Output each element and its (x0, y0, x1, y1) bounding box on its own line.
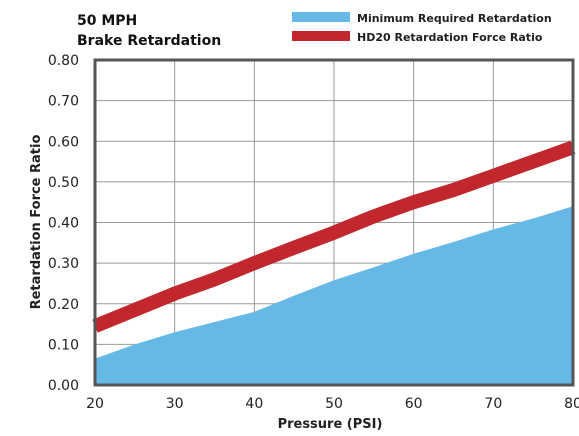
x-tick-label-6: 80 (564, 396, 579, 412)
legend-label-hd20: HD20 Retardation Force Ratio (357, 31, 543, 44)
y-tick-labels: 0.00 0.10 0.20 0.30 0.40 0.50 0.60 0.70 0.80 (48, 53, 79, 394)
legend-label-minimum: Minimum Required Retardation (357, 12, 552, 25)
y-axis-label: Retardation Force Ratio (29, 135, 44, 310)
x-tick-label-3: 50 (325, 396, 343, 412)
y-tick-label-5: 0.50 (48, 175, 79, 191)
chart-title-line-1: 50 MPH (77, 13, 137, 29)
series-hd20-line (92, 140, 576, 333)
series-line-group (92, 140, 576, 333)
x-tick-label-4: 60 (405, 396, 423, 412)
y-tick-label-3: 0.30 (48, 256, 79, 272)
plot-border (93, 58, 575, 387)
x-axis-label: Pressure (PSI) (278, 417, 383, 432)
y-tick-label-8: 0.80 (48, 53, 79, 69)
legend-swatch-hd20 (292, 31, 350, 41)
legend-swatch-minimum (292, 12, 350, 22)
y-tick-label-0: 0.00 (48, 378, 79, 394)
y-tick-label-6: 0.60 (48, 134, 79, 150)
y-tick-label-2: 0.20 (48, 297, 79, 313)
x-tick-labels: 20 30 40 50 60 70 80 (86, 396, 579, 412)
series-area-group (95, 206, 573, 385)
y-tick-label-7: 0.70 (48, 94, 79, 110)
series-minimum-required-area (95, 206, 573, 385)
y-tick-label-1: 0.10 (48, 337, 79, 353)
legend: Minimum Required Retardation HD20 Retard… (292, 12, 552, 44)
x-tick-label-5: 70 (484, 396, 502, 412)
x-tick-label-2: 40 (245, 396, 263, 412)
x-tick-label-0: 20 (86, 396, 104, 412)
x-tick-label-1: 30 (166, 396, 184, 412)
y-tick-label-4: 0.40 (48, 216, 79, 232)
chart-title-line-2: Brake Retardation (77, 33, 221, 49)
